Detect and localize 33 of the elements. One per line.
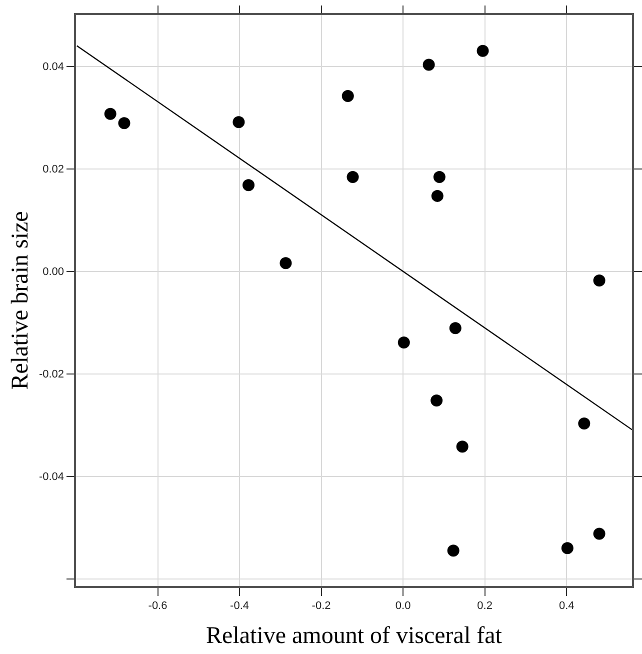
- point: [232, 116, 245, 128]
- x-tick-label: -0.2: [312, 600, 331, 612]
- x-tick-label: 0.4: [558, 600, 574, 612]
- point: [476, 44, 489, 57]
- x-tick-label: 0.2: [477, 600, 492, 612]
- point: [280, 257, 292, 270]
- y-tick-label: -0.04: [38, 471, 64, 484]
- x-tick-label: -0.4: [230, 600, 250, 612]
- point: [593, 528, 606, 540]
- point: [422, 58, 435, 71]
- point: [431, 190, 444, 202]
- point: [104, 108, 116, 120]
- point: [346, 170, 359, 183]
- point: [433, 170, 446, 183]
- x-axis-title: Relative amount of visceral fat: [206, 622, 502, 649]
- point: [593, 274, 606, 287]
- x-tick-label: -0.6: [148, 600, 168, 612]
- point: [118, 117, 130, 130]
- point: [430, 394, 443, 406]
- point: [447, 544, 460, 557]
- point: [242, 179, 255, 192]
- point: [561, 542, 574, 554]
- point: [578, 418, 590, 430]
- point: [342, 90, 354, 102]
- y-axis-title: Relative brain size: [8, 211, 34, 390]
- y-tick-label: 0.00: [42, 266, 64, 278]
- point: [449, 322, 462, 334]
- y-tick-label: -0.02: [38, 368, 64, 381]
- point: [456, 440, 468, 453]
- point: [398, 336, 410, 349]
- y-tick-label: 0.02: [42, 164, 64, 176]
- y-tick-label: 0.04: [42, 61, 64, 74]
- text: 0.0: [395, 600, 411, 612]
